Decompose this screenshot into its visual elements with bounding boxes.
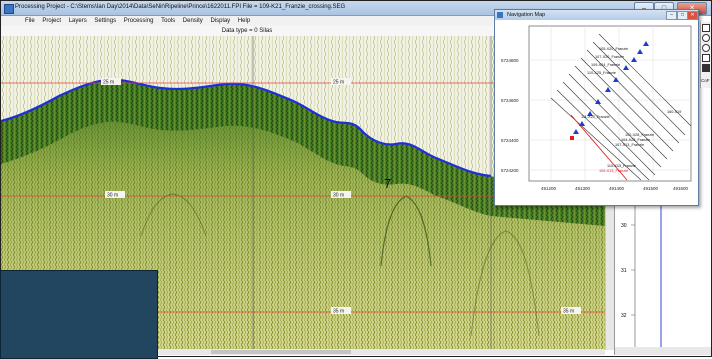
x-tick: 491500 (643, 186, 659, 191)
y-tick: 5724600 (501, 98, 519, 103)
menu-file[interactable]: File (25, 18, 35, 24)
menu-bar: File Project Layers Settings Processing … (1, 16, 493, 26)
depth-label-box (331, 191, 351, 198)
depth-label: 30 m (333, 193, 344, 199)
menu-layers[interactable]: Layers (68, 18, 87, 24)
select-tool-icon[interactable] (702, 54, 710, 62)
line-label: 104-X28_Franzie (621, 138, 650, 142)
depth-label: 35 m (333, 309, 344, 315)
overlay-panel (0, 270, 158, 359)
depth-label-box (105, 191, 125, 198)
annotation-number: 7 (384, 176, 391, 191)
line-label: 105-X20_Franzie (599, 47, 628, 51)
menu-processing[interactable]: Processing (123, 18, 154, 24)
cof-label: CoF (701, 78, 710, 83)
depth-label: 35 m (563, 309, 574, 315)
fix-marker-icon (631, 57, 637, 62)
line-label: 109-X13_Franzie (599, 169, 628, 173)
navigation-map-titlebar[interactable]: Navigation Map – □ ✕ (495, 10, 698, 20)
survey-line[interactable] (556, 89, 650, 181)
x-tick: 491300 (575, 186, 591, 191)
trace-tick: 30 (621, 223, 627, 229)
line-label: 111-X25_Franzie (581, 115, 610, 119)
seabed-band (1, 80, 605, 226)
survey-line[interactable] (586, 49, 680, 144)
survey-line[interactable] (580, 57, 674, 152)
survey-line[interactable] (574, 65, 668, 160)
depth-label: 25 m (103, 80, 114, 86)
horizontal-scrollbar[interactable] (1, 349, 605, 355)
survey-line[interactable] (592, 41, 686, 136)
survey-line[interactable] (562, 81, 656, 176)
menu-settings[interactable]: Settings (94, 18, 117, 24)
grid-tool-icon[interactable] (702, 64, 710, 72)
zoom-tool-icon[interactable] (702, 34, 710, 42)
depth-label-box (561, 307, 581, 314)
map-toolbar: CoF (700, 22, 711, 88)
depth-label-box (101, 78, 121, 85)
line-label: 110-X13_Franzie (607, 164, 636, 168)
nav-close-button[interactable]: ✕ (687, 11, 698, 20)
circle-tool-icon[interactable] (702, 44, 710, 52)
seabed-reflector[interactable] (1, 78, 492, 178)
navigation-map-plot[interactable]: 5724800 5724600 5724400 5724200 491200 4… (495, 20, 698, 205)
fix-marker-icon (573, 129, 579, 134)
fix-marker-icon (643, 41, 649, 46)
fix-marker-icon (637, 49, 643, 54)
menu-project[interactable]: Project (42, 18, 62, 24)
diffraction-hyperbola (470, 230, 540, 337)
line-label: 102-X28_Franzie (625, 133, 654, 137)
fix-marker-icon (587, 111, 593, 116)
pointer-tool-icon[interactable] (702, 24, 710, 32)
window-title: Processing Project - C:\Stems\Ian Day\20… (15, 4, 346, 10)
fix-marker-icon (623, 65, 629, 70)
scroll-thumb[interactable] (211, 350, 351, 354)
menu-density[interactable]: Density (182, 18, 203, 24)
fix-marker-icon (595, 99, 601, 104)
depth-label: 30 m (107, 193, 118, 199)
line-label: 107-X13_Franzie (615, 143, 644, 147)
x-tick: 491200 (541, 186, 557, 191)
app-icon (4, 4, 14, 14)
menu-tools[interactable]: Tools (161, 18, 176, 24)
x-tick: 491600 (673, 186, 689, 191)
navigation-map-title: Navigation Map (507, 12, 546, 18)
trace-tick: 31 (621, 268, 627, 274)
menu-display[interactable]: Display (210, 18, 231, 24)
depth-label: 25 m (333, 80, 344, 86)
current-position-icon (570, 136, 574, 140)
y-tick: 5724200 (501, 168, 519, 173)
y-tick: 5724800 (501, 58, 519, 63)
depth-label-box (331, 78, 351, 85)
trace-tick: 32 (621, 313, 627, 319)
navigation-map-window[interactable]: Navigation Map – □ ✕ 5724800 5724600 572… (494, 9, 699, 206)
y-tick: 5724400 (501, 138, 519, 143)
line-label: 110-X25_Franzie (587, 71, 616, 75)
survey-line[interactable] (568, 73, 662, 168)
fix-marker-icon (579, 121, 585, 126)
x-tick: 491400 (609, 186, 625, 191)
diffraction-hyperbola (140, 193, 207, 237)
line-label: 109-X24_Franzie (591, 63, 620, 67)
survey-line[interactable] (550, 97, 642, 181)
line-label: 160-X19 (667, 110, 681, 114)
map-icon (497, 12, 503, 18)
survey-line[interactable] (598, 33, 692, 127)
fix-marker-icon (605, 87, 611, 92)
fix-marker-icon (613, 77, 619, 82)
trace-panel: 30 31 32 (614, 195, 711, 355)
nav-minimize-button[interactable]: – (666, 11, 677, 20)
depth-label-box (331, 307, 351, 314)
data-type-label: Data type = 0 Silas (1, 26, 493, 36)
line-label: 107-X20_Franzie (595, 55, 624, 59)
menu-help[interactable]: Help (237, 18, 251, 24)
